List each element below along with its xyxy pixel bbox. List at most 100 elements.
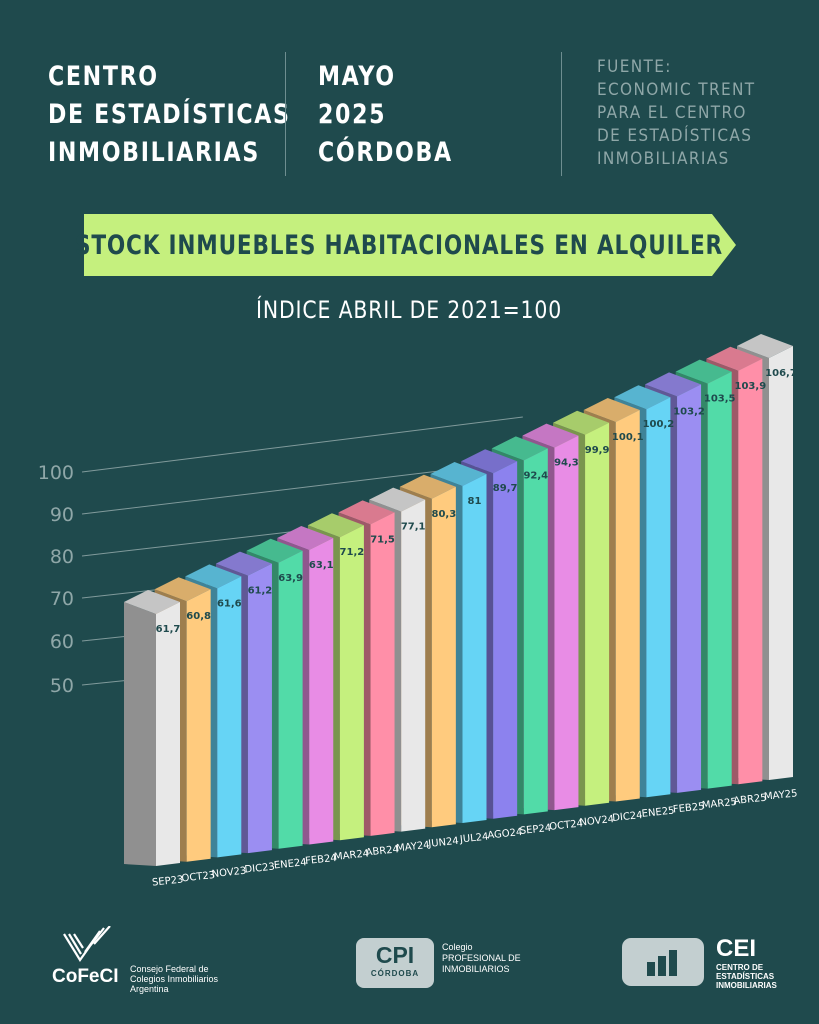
bar-value-label: 103,5 — [704, 394, 736, 405]
bar-top — [491, 436, 548, 461]
x-tick-label: JUL24 — [458, 832, 489, 846]
bar — [677, 384, 702, 793]
bar-value-label: 100,1 — [612, 432, 644, 443]
bar — [186, 589, 211, 862]
bar-top — [399, 474, 456, 499]
bar-top — [307, 513, 364, 538]
bar — [309, 538, 334, 845]
bar-value-label: 61,6 — [217, 598, 242, 609]
cofeci-logo: CoFeCI Consejo Federal de Colegios Inmob… — [52, 926, 242, 994]
bar-value-label: 92,4 — [523, 470, 548, 481]
x-tick-label: DIC23 — [244, 862, 275, 876]
bar-value-label: 100,2 — [643, 419, 675, 430]
bar — [523, 448, 548, 815]
bar-value-label: 61,7 — [156, 624, 181, 635]
x-tick-label: SEP23 — [152, 874, 184, 888]
bar — [554, 435, 579, 811]
y-tick-label: 70 — [50, 588, 74, 610]
bar-value-label: 71,5 — [370, 534, 395, 545]
bar-value-label: 63,9 — [278, 573, 303, 584]
cpi-logo: CPI CÓRDOBA Colegio PROFESIONAL DE INMOB… — [356, 938, 536, 990]
title-banner — [84, 214, 736, 276]
source-note: FUENTE: ECONOMIC TRENT PARA EL CENTRO DE… — [597, 57, 756, 169]
y-tick-label: 60 — [50, 631, 74, 653]
x-tick-label: FEB24 — [305, 853, 338, 867]
cpi-desc: Colegio PROFESIONAL DE INMOBILIARIOS — [442, 942, 521, 974]
bar-value-label: 77,1 — [401, 522, 426, 533]
chart-subtitle: ÍNDICE ABRIL DE 2021=100 — [256, 296, 563, 324]
bar — [585, 422, 610, 806]
bar-chart-icon — [647, 950, 677, 976]
bar — [401, 499, 426, 832]
x-tick-label: MAY25 — [763, 788, 797, 802]
bar-top — [522, 423, 579, 448]
cofeci-mark-icon — [63, 926, 111, 962]
x-tick-label: JUN24 — [427, 836, 459, 850]
cpi-name: CPI — [375, 942, 415, 968]
bar-top — [185, 564, 242, 589]
bar-value-label: 61,2 — [248, 586, 273, 597]
y-tick-label: 80 — [50, 546, 74, 568]
bar-top — [215, 551, 272, 576]
bar-value-label: 71,2 — [340, 547, 365, 558]
bar-top — [675, 359, 732, 384]
bar-top — [461, 449, 518, 474]
bar-value-label: 89,7 — [493, 483, 518, 494]
bar-side — [124, 602, 156, 866]
x-tick-label: FEB25 — [672, 801, 705, 815]
header-date-place: MAYO 2025 CÓRDOBA — [318, 61, 453, 168]
bar-top — [338, 500, 395, 525]
bar — [769, 346, 793, 780]
chart-title: STOCK INMUEBLES HABITACIONALES EN ALQUIL… — [75, 229, 723, 261]
x-tick-label: MAY24 — [396, 840, 430, 854]
bar-top — [277, 526, 334, 550]
x-tick-label: MAR24 — [334, 848, 370, 863]
x-tick-label: ABR24 — [365, 844, 399, 858]
bar-top — [553, 410, 610, 435]
header-divider — [561, 52, 562, 176]
x-tick-label: OCT23 — [181, 870, 216, 884]
bar-value-label: 103,2 — [673, 406, 705, 417]
bar-top — [706, 346, 763, 371]
gridline — [81, 416, 523, 473]
bar-value-label: 94,3 — [554, 458, 579, 469]
bar-top — [246, 538, 303, 563]
x-tick-label: OCT24 — [549, 818, 584, 832]
x-tick-label: AGO24 — [487, 827, 523, 842]
bar — [431, 486, 456, 828]
bar-value-label: 103,9 — [735, 381, 767, 392]
header-title: CENTRO DE ESTADÍSTICAS INMOBILIARIAS — [48, 61, 291, 168]
x-tick-label: DIC24 — [612, 810, 643, 824]
bar — [738, 358, 763, 785]
header-divider — [285, 52, 286, 176]
y-tick-label: 100 — [38, 462, 74, 484]
cpi-badge: CPI CÓRDOBA — [356, 938, 434, 988]
bar-value-label: 80,3 — [432, 509, 457, 520]
cofeci-desc: Consejo Federal de Colegios Inmobiliario… — [130, 964, 219, 994]
y-tick-label: 90 — [50, 504, 74, 526]
cei-logo: CEI CENTRO DE ESTADÍSTICAS INMOBILIARIAS — [622, 935, 792, 990]
bar — [462, 474, 487, 823]
bar — [247, 563, 272, 854]
bar — [493, 461, 518, 819]
x-tick-label: ENE24 — [273, 857, 307, 871]
bar — [156, 602, 180, 866]
x-tick-label: SEP24 — [519, 823, 551, 837]
bar — [646, 397, 671, 798]
bar — [615, 410, 640, 802]
bar — [707, 371, 732, 789]
cei-badge — [622, 938, 704, 986]
cei-name: CEI — [716, 935, 757, 962]
x-tick-label: NOV24 — [579, 814, 615, 829]
bar-top — [737, 334, 793, 358]
bar-top — [124, 590, 180, 614]
bar-top — [430, 462, 487, 486]
bar-value-label: 106,7 — [765, 368, 797, 379]
x-tick-label: NOV23 — [211, 866, 247, 881]
bar-top — [154, 577, 211, 602]
bar-value-label: 60,8 — [186, 611, 211, 622]
x-tick-label: MAR25 — [701, 797, 737, 812]
bar — [217, 576, 242, 858]
bar — [339, 525, 364, 841]
